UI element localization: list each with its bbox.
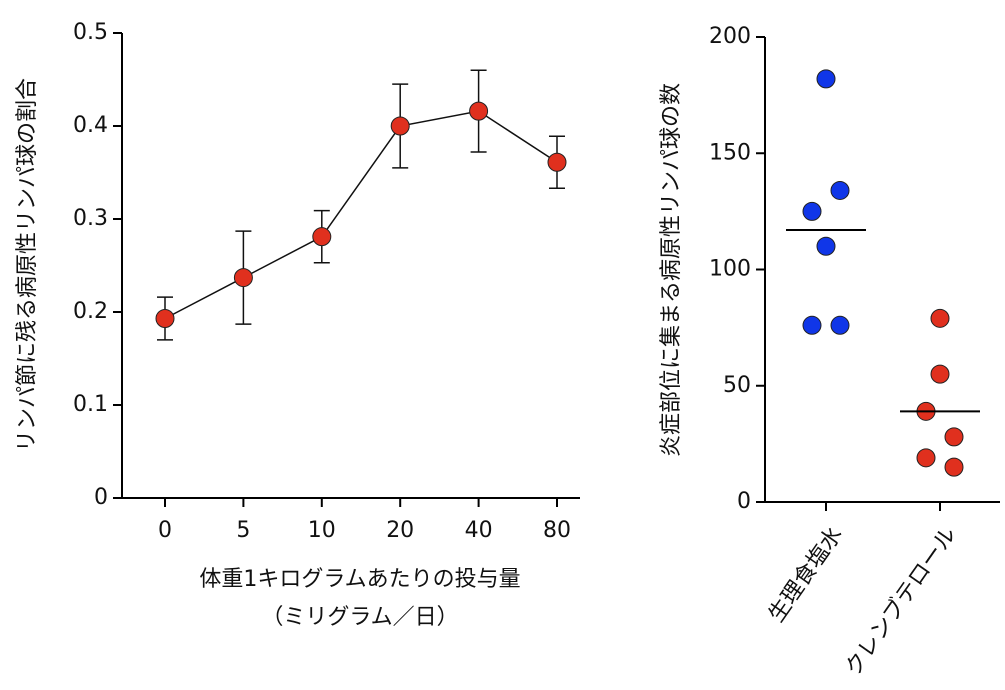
- point: [233, 268, 253, 288]
- y-tick-label: 0.3: [73, 206, 108, 231]
- point: [312, 227, 332, 247]
- x-tick-label: 0: [158, 518, 172, 543]
- x-axis-label: （ミリグラム／日）: [261, 605, 458, 630]
- y-tick-label: 0: [737, 489, 751, 514]
- y-tick-label: 150: [709, 140, 751, 165]
- y-tick-label: 50: [723, 373, 751, 398]
- y-tick-label: 0.4: [73, 113, 108, 138]
- point: [547, 152, 567, 172]
- x-tick-label: 40: [465, 518, 493, 543]
- y-tick-label: 0.2: [73, 299, 108, 324]
- point: [802, 315, 822, 335]
- y-tick-label: 100: [709, 257, 751, 282]
- y-tick-label: 200: [709, 24, 751, 49]
- point: [390, 116, 410, 136]
- y-axis-label: リンパ節に残る病原性リンパ球の割合: [15, 78, 40, 452]
- point: [830, 315, 850, 335]
- point: [816, 69, 836, 89]
- x-tick-label: 10: [308, 518, 336, 543]
- x-tick-label: 20: [386, 518, 414, 543]
- x-tick-label: 80: [543, 518, 571, 543]
- point: [155, 309, 175, 329]
- point: [944, 457, 964, 477]
- point: [816, 236, 836, 256]
- y-tick-label: 0.5: [73, 20, 108, 45]
- x-tick-label: 生理食塩水: [764, 523, 848, 627]
- point: [930, 308, 950, 328]
- point: [944, 427, 964, 447]
- x-tick-label: 5: [236, 518, 250, 543]
- x-tick-label: クレンブテロール: [841, 523, 962, 681]
- y-tick-label: 0.1: [73, 392, 108, 417]
- y-tick-label: 0: [94, 485, 108, 510]
- x-axis-label: 体重1キログラムあたりの投与量: [199, 567, 520, 592]
- line: [164, 110, 558, 320]
- y-axis-label: 炎症部位に集まる病原性リンパ球の数: [659, 83, 684, 457]
- point: [830, 180, 850, 200]
- point: [916, 448, 936, 468]
- point: [469, 101, 489, 121]
- point: [802, 201, 822, 221]
- point: [930, 364, 950, 384]
